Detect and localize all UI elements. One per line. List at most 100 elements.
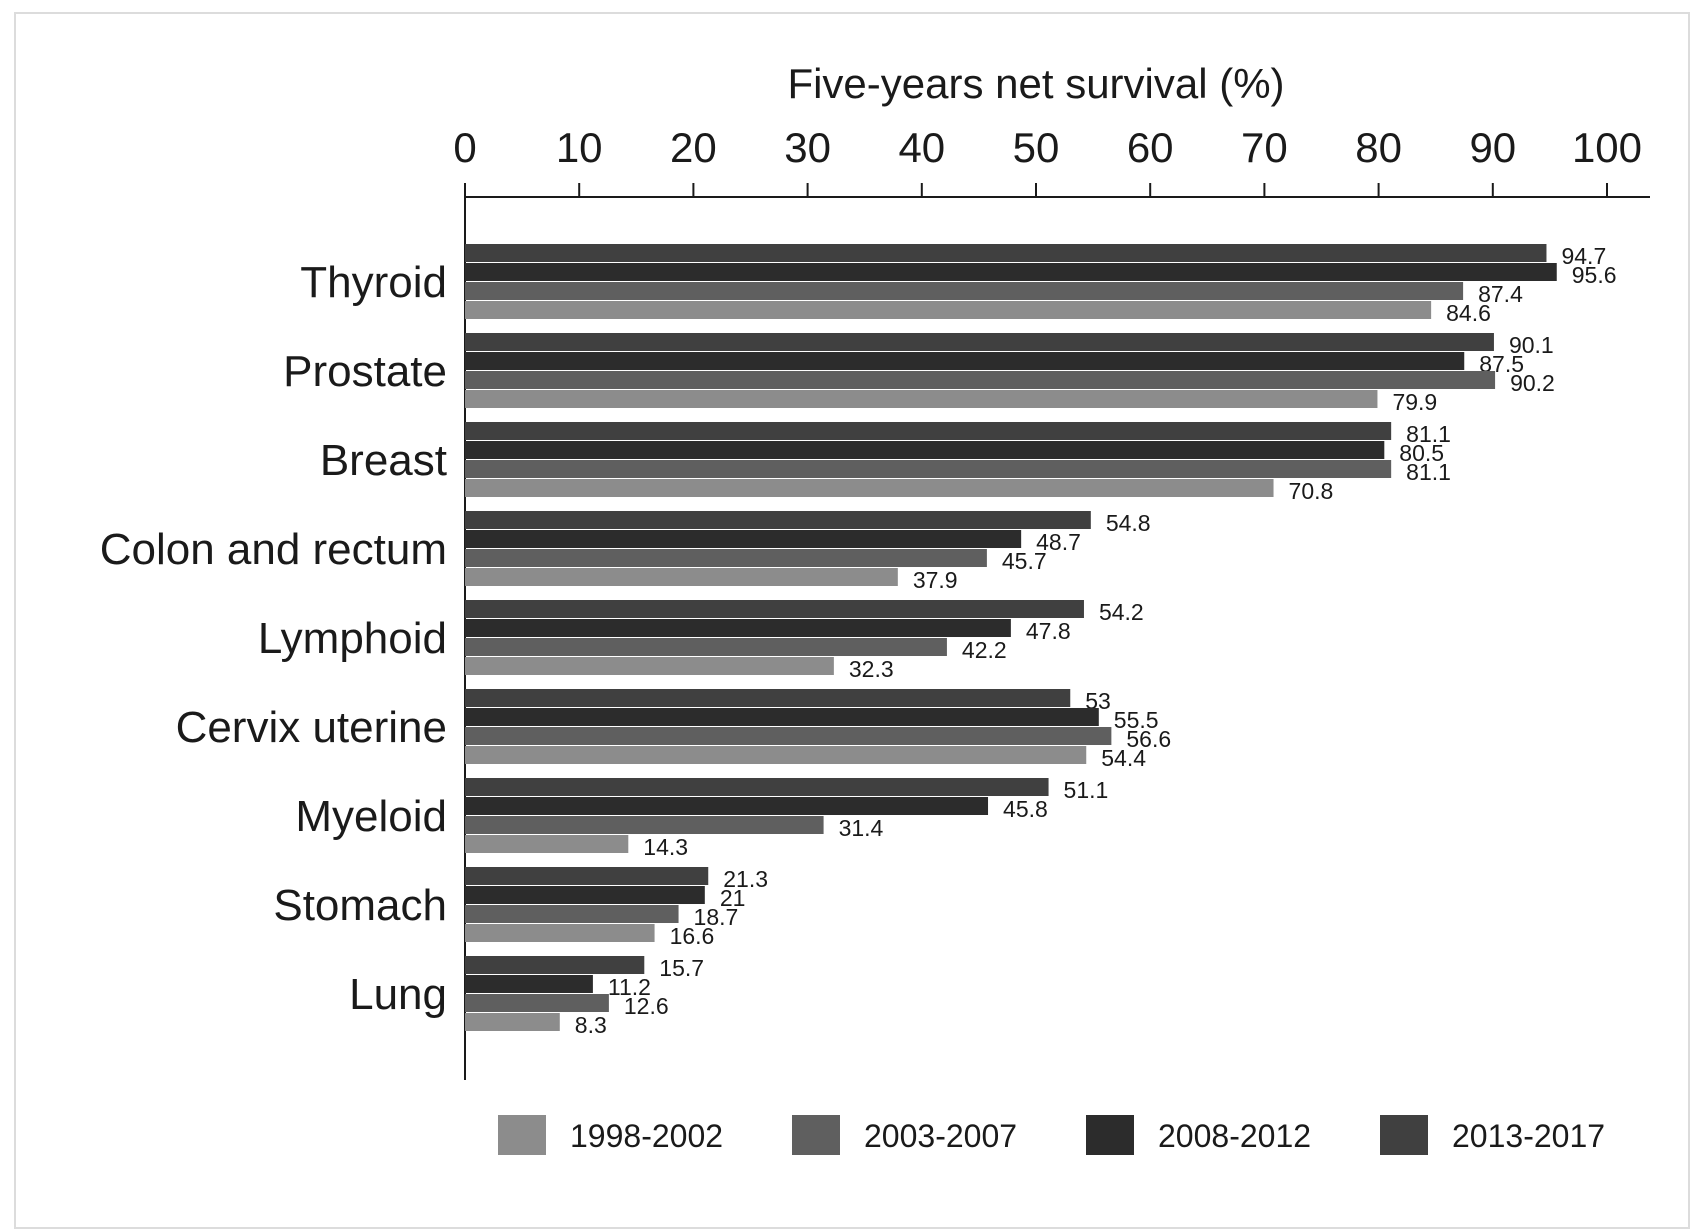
bar-value-label: 80.5	[1399, 440, 1444, 466]
bar-value-label: 14.3	[643, 834, 688, 860]
legend-swatch	[1086, 1115, 1134, 1155]
bar-value-label: 21	[720, 885, 746, 911]
bar-group: 54.2 47.8 42.2 32.3	[465, 599, 1144, 682]
bar	[465, 689, 1071, 707]
bar	[465, 460, 1392, 478]
bar	[465, 708, 1099, 726]
bar	[465, 568, 898, 586]
bar	[465, 835, 629, 853]
bar-value-label: 90.2	[1510, 370, 1555, 396]
bar-value-label: 70.8	[1289, 478, 1334, 504]
legend-item: 1998-2002	[498, 1115, 723, 1155]
figure-frame	[14, 12, 1690, 1229]
bar-value-label: 45.8	[1003, 796, 1048, 822]
bar-group: 81.180.581.1 70.8	[465, 421, 1451, 504]
category-label: Lymphoid	[258, 614, 447, 663]
x-tick-label: 60	[1127, 124, 1174, 171]
bar	[465, 244, 1547, 262]
bar-value-label: 81.1	[1406, 459, 1451, 485]
category-label: Cervix uterine	[176, 703, 447, 752]
bar	[465, 638, 947, 656]
bar	[465, 975, 593, 993]
legend-swatch	[792, 1115, 840, 1155]
x-tick-label: 20	[670, 124, 717, 171]
x-tick-label: 0	[453, 124, 476, 171]
category-label: Stomach	[273, 881, 447, 930]
legend-item: 2008-2012	[1086, 1115, 1311, 1155]
bar-value-label: 16.6	[670, 923, 715, 949]
bar-group: 90.187.590.279.9	[465, 332, 1555, 415]
bar-value-label: 95.6	[1572, 262, 1617, 288]
bar	[465, 371, 1496, 389]
bar	[465, 530, 1022, 548]
bar-group: 51.1 45.8 31.4 14.3	[465, 777, 1108, 860]
bar	[465, 727, 1112, 745]
x-axis: Five-years net survival (%) 0 10 20 30 40 50 60…	[453, 60, 1650, 1080]
bar-value-label: 11.2	[608, 974, 651, 1000]
bar	[465, 867, 709, 885]
bar	[465, 511, 1091, 529]
bar-value-label: 54.8	[1106, 510, 1151, 536]
bar-value-label: 51.1	[1064, 777, 1109, 803]
legend: 1998-2002 2003-2007 2008-2012 2013-2017	[498, 1115, 1605, 1155]
category-label: Colon and rectum	[100, 525, 447, 574]
category-label: Prostate	[283, 347, 447, 396]
bar-group: 54.8 48.745.7 37.9	[465, 510, 1151, 593]
x-tick-label: 70	[1241, 124, 1288, 171]
x-tick-label: 100	[1572, 124, 1642, 171]
bar-value-label: 32.3	[849, 656, 894, 682]
x-tick-label: 40	[898, 124, 945, 171]
category-label: Lung	[349, 970, 447, 1019]
legend-swatch	[498, 1115, 546, 1155]
x-tick-label: 50	[1013, 124, 1060, 171]
bar-value-label: 12.6	[624, 993, 669, 1019]
bar	[465, 441, 1385, 459]
x-axis-title: Five-years net survival (%)	[787, 60, 1284, 107]
x-tick-label: 80	[1355, 124, 1402, 171]
bar	[465, 994, 609, 1012]
bar-value-label: 90.1	[1509, 332, 1554, 358]
bar	[465, 352, 1465, 370]
bar	[465, 746, 1087, 764]
bar	[465, 422, 1392, 440]
legend-item: 2013-2017	[1380, 1115, 1605, 1155]
bar-value-label: 8.3	[575, 1012, 607, 1038]
bar	[465, 816, 824, 834]
bar-value-label: 94.7	[1561, 243, 1606, 269]
bar	[465, 333, 1494, 351]
legend-label: 2008-2012	[1158, 1118, 1311, 1154]
x-tick-label: 30	[784, 124, 831, 171]
category-label: Thyroid	[300, 258, 447, 307]
bar	[465, 263, 1557, 281]
bar	[465, 657, 834, 675]
bar	[465, 905, 679, 923]
bar-value-label: 31.4	[839, 815, 884, 841]
bar-value-label: 87.4	[1478, 281, 1523, 307]
legend-label: 2013-2017	[1452, 1118, 1605, 1154]
bars: 94.795.687.484.690.187.590.279.981.180.5…	[465, 243, 1617, 1038]
bar-value-label: 18.7	[694, 904, 739, 930]
bar	[465, 301, 1432, 319]
bar-value-label: 42.2	[962, 637, 1007, 663]
bar	[465, 390, 1378, 408]
bar-value-label: 79.9	[1392, 389, 1437, 415]
bar	[465, 619, 1011, 637]
bar	[465, 282, 1464, 300]
bar-value-label: 45.7	[1002, 548, 1047, 574]
bar	[465, 600, 1084, 618]
bar	[465, 924, 655, 942]
x-tick-label: 10	[556, 124, 603, 171]
category-label: Myeloid	[295, 792, 447, 841]
bar	[465, 956, 645, 974]
bar	[465, 1013, 560, 1031]
bar-value-label: 15.7	[659, 955, 704, 981]
bar-group: 15.7 11.212.6 8.3	[465, 955, 704, 1038]
bar-value-label: 54.2	[1099, 599, 1144, 625]
bar-value-label: 56.6	[1126, 726, 1171, 752]
bar-value-label: 21.3	[723, 866, 768, 892]
category-labels: Thyroid Prostate Breast Colon and rectum Lym…	[100, 258, 447, 1019]
legend-label: 1998-2002	[570, 1118, 723, 1154]
